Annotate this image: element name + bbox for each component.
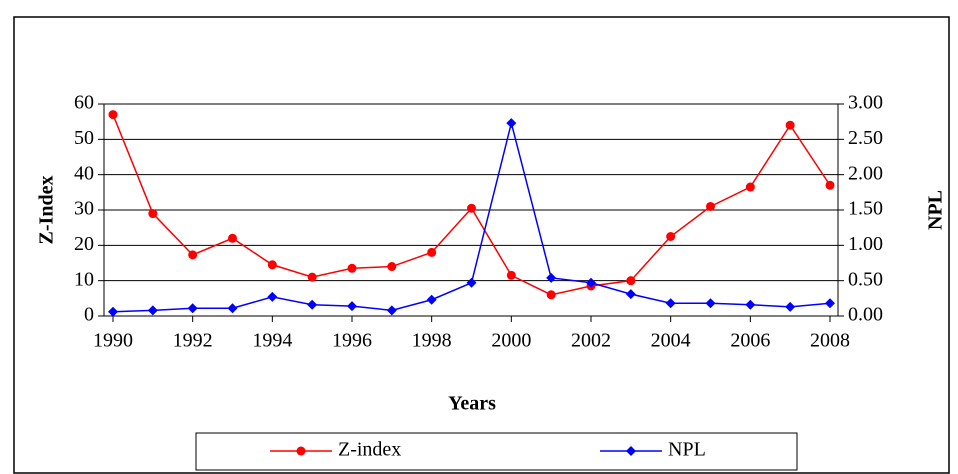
marker [546, 290, 556, 300]
y-tick-label: 30 [74, 198, 94, 220]
y-tick-label: 50 [74, 127, 94, 149]
marker [666, 232, 676, 241]
y2-tick-label: 1.50 [848, 198, 883, 220]
x-tick-label: 2004 [651, 330, 691, 352]
marker [147, 305, 158, 316]
marker [307, 299, 318, 310]
marker [665, 298, 676, 309]
marker [825, 180, 835, 190]
marker [785, 120, 795, 130]
legend-label: Z-index [338, 439, 401, 461]
y2-tick-label: 2.50 [848, 127, 883, 149]
marker [148, 209, 158, 219]
x-tick-label: 2008 [810, 330, 850, 352]
marker [466, 277, 477, 288]
marker [108, 110, 118, 120]
y-tick-label: 20 [74, 233, 94, 255]
x-tick-label: 2000 [491, 330, 531, 352]
marker [426, 294, 437, 305]
marker [228, 233, 237, 243]
marker [386, 305, 397, 316]
marker [705, 298, 716, 309]
marker [267, 291, 278, 302]
marker [546, 272, 557, 283]
marker [745, 182, 755, 192]
marker [427, 247, 437, 257]
x-tick-label: 2006 [730, 330, 770, 352]
marker [506, 118, 517, 129]
marker [347, 263, 357, 273]
y-tick-label: 10 [74, 268, 94, 290]
plot-border [103, 103, 839, 317]
x-tick-label: 1996 [332, 330, 372, 352]
marker [187, 303, 198, 314]
x-tick-label: 1990 [93, 330, 133, 352]
marker [626, 276, 636, 286]
marker [188, 250, 198, 260]
marker [506, 270, 516, 280]
y-axis-title: Z-Index [36, 176, 58, 245]
marker [347, 301, 357, 312]
marker [706, 201, 715, 211]
marker [307, 272, 317, 282]
marker [825, 298, 835, 309]
marker [467, 203, 476, 213]
marker [625, 289, 636, 300]
marker [267, 260, 277, 270]
marker [586, 277, 596, 288]
y-tick-label: 40 [74, 162, 94, 184]
marker [227, 303, 238, 314]
legend-label: NPL [668, 439, 706, 461]
y2-tick-label: 0.50 [848, 268, 883, 290]
x-tick-label: 2002 [571, 330, 611, 352]
y2-tick-label: 2.00 [848, 162, 883, 184]
marker [296, 446, 306, 456]
y2-tick-label: 1.00 [848, 233, 883, 255]
marker [745, 299, 756, 310]
x-tick-label: 1994 [252, 330, 292, 352]
marker [626, 446, 636, 456]
marker [387, 262, 397, 272]
y2-axis-title: NPL [925, 190, 947, 230]
x-tick-label: 1992 [173, 330, 213, 352]
y2-tick-label: 0.00 [848, 304, 883, 326]
y2-tick-label: 3.00 [848, 92, 883, 114]
y-tick-label: 60 [74, 92, 94, 114]
x-axis-title: Years [448, 393, 496, 415]
marker [785, 301, 796, 312]
x-tick-label: 1998 [412, 330, 452, 352]
marker [108, 306, 118, 317]
y-tick-label: 0 [84, 304, 94, 326]
